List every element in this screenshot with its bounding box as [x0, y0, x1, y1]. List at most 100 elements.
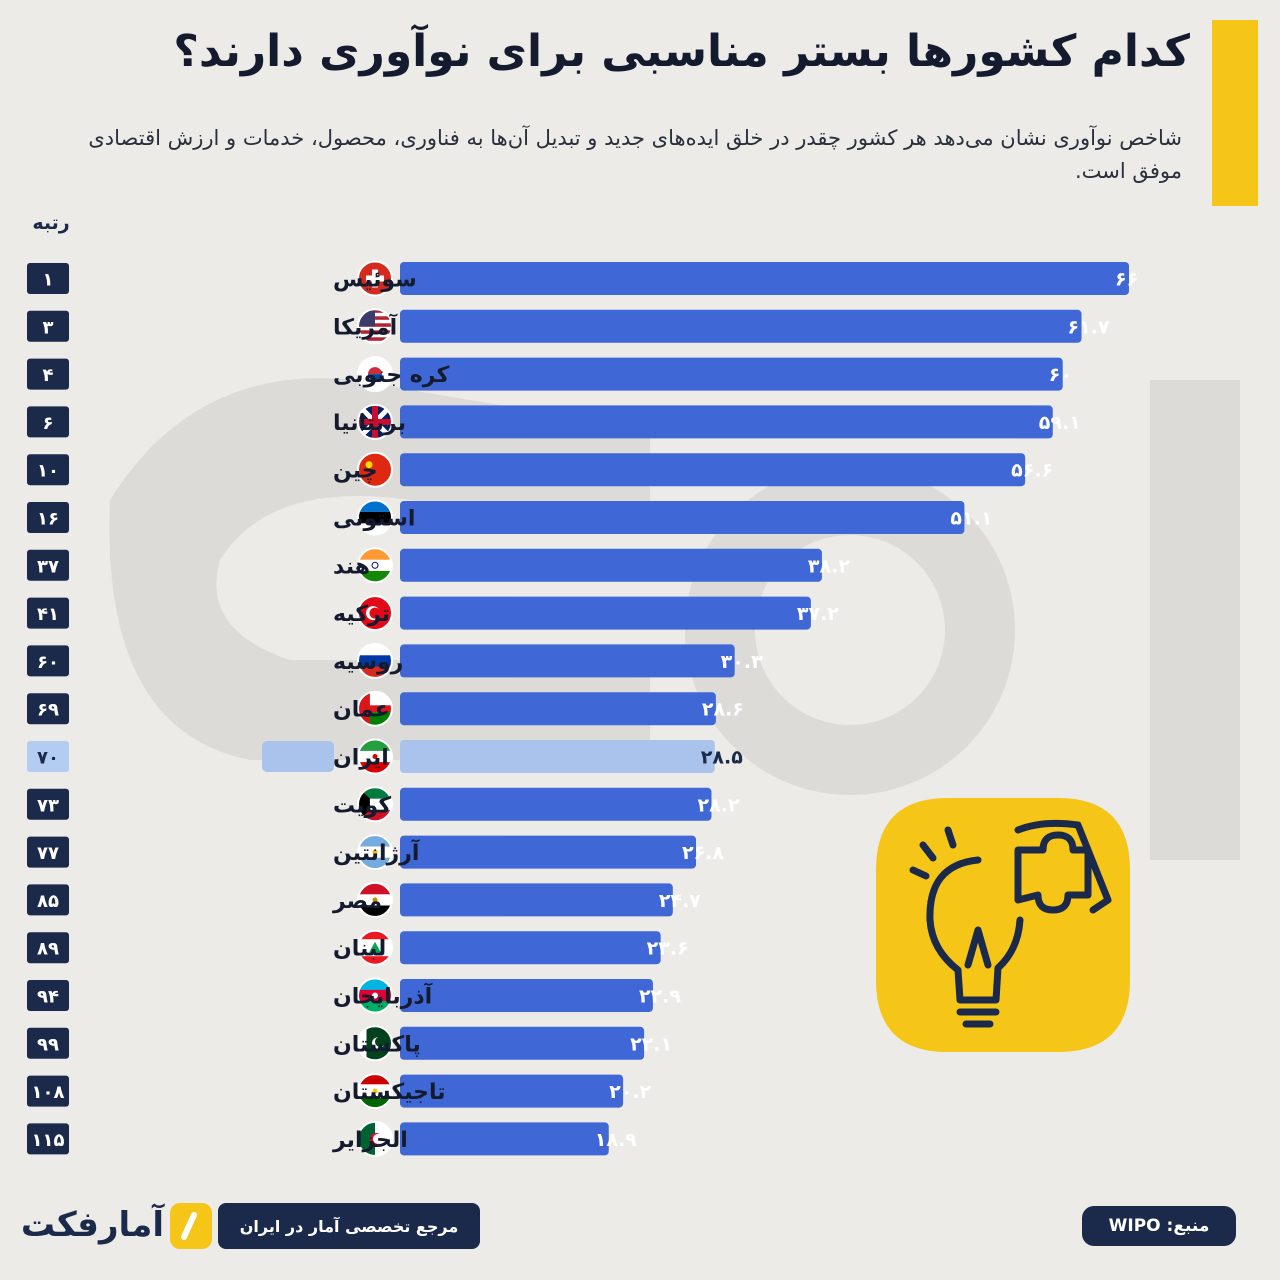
flag-south-korea-icon	[358, 357, 392, 392]
flag-india-icon	[358, 548, 392, 583]
puzzle-lightbulb-icon	[876, 798, 1130, 1052]
bar-3	[400, 405, 1053, 439]
bar-6	[400, 548, 822, 582]
bar-9	[400, 692, 716, 726]
bar-2	[400, 357, 1063, 391]
rank-label-2: ۴	[43, 365, 54, 386]
country-label-15: آذربایجان	[333, 982, 433, 1010]
rank-label-13: ۸۵	[37, 891, 59, 912]
bar-10	[400, 740, 715, 773]
rank-box-13	[27, 884, 69, 916]
value-label-18: ۱۸.۹	[595, 1129, 637, 1151]
bar-7	[400, 596, 811, 630]
flag-egypt-icon	[358, 882, 392, 917]
accent-bar	[1212, 20, 1258, 206]
country-label-13: مصر	[332, 889, 382, 914]
brand-name: آمارفکت	[20, 1205, 164, 1245]
country-label-2: کره جنوبی	[333, 363, 449, 388]
bar-15	[400, 979, 653, 1012]
value-label-7: ۳۷.۲	[797, 603, 839, 625]
rank-box-17	[27, 1075, 69, 1107]
page-subtitle: شاخص نوآوری نشان می‌دهد هر کشور چقدر در …	[88, 126, 1182, 183]
rank-label-16: ۹۹	[37, 1034, 59, 1055]
rank-column-header: رتبه	[32, 212, 70, 234]
country-label-6: هند	[333, 554, 370, 579]
country-label-17: تاجیکستان	[333, 1080, 446, 1105]
rank-label-1: ۳	[43, 317, 54, 338]
value-label-0: ۶۶	[1115, 269, 1138, 291]
flag-turkey-icon	[358, 596, 392, 631]
rank-label-3: ۶	[43, 413, 54, 434]
flag-china-icon	[358, 452, 392, 487]
rank-box-7	[27, 597, 69, 629]
source-badge: منبع: WIPO	[1082, 1206, 1236, 1246]
flag-russia-icon	[358, 643, 392, 678]
rank-label-10: ۷۰	[37, 748, 59, 769]
flag-azerbaijan-icon	[358, 978, 392, 1013]
rank-box-2	[27, 358, 69, 390]
country-label-11: کویت	[333, 793, 391, 818]
rank-label-12: ۷۷	[37, 843, 59, 864]
country-label-8: روسیه	[333, 650, 403, 675]
country-label-0: سوئیس	[333, 268, 417, 293]
bar-12	[400, 835, 697, 869]
bar-5	[400, 501, 965, 534]
value-label-4: ۵۶.۶	[1011, 460, 1053, 482]
rank-box-5	[27, 502, 69, 533]
flag-lebanon-icon	[358, 930, 392, 965]
value-label-9: ۲۸.۶	[702, 699, 744, 721]
flag-algeria-icon	[358, 1121, 392, 1156]
value-label-12: ۲۶.۸	[682, 842, 724, 864]
rank-label-9: ۶۹	[37, 700, 59, 721]
rank-box-10	[27, 741, 69, 772]
rank-box-11	[27, 788, 69, 820]
value-label-1: ۶۱.۷	[1068, 316, 1110, 338]
rank-label-15: ۹۴	[37, 987, 59, 1008]
flag-pakistan-icon	[358, 1026, 392, 1061]
rank-label-0: ۱	[43, 270, 54, 291]
rank-label-17: ۱۰۸	[32, 1082, 65, 1103]
value-label-13: ۲۴.۷	[659, 890, 701, 912]
rank-box-8	[27, 645, 69, 677]
value-label-14: ۲۳.۶	[647, 938, 689, 960]
innovation-bar-chart: ۶۶ سوئیس ۱ ۶۱.۷ آمریکا ۳ ۶۰ کره جنوبی ۴ ۵۹.۱ بریتا…	[27, 260, 1138, 1157]
bar-16	[400, 1026, 645, 1060]
rank-box-18	[27, 1123, 69, 1155]
flag-iran-icon	[358, 739, 392, 774]
rank-box-0	[27, 263, 69, 294]
country-label-1: آمریکا	[333, 312, 398, 340]
rank-box-9	[27, 693, 69, 725]
flag-usa-icon	[358, 309, 392, 344]
rank-box-14	[27, 932, 69, 964]
bar-1	[400, 309, 1082, 343]
country-label-5: استونی	[333, 507, 415, 532]
rank-box-12	[27, 836, 69, 868]
value-label-3: ۵۹.۱	[1039, 412, 1081, 434]
country-label-16: پاکستان	[333, 1032, 421, 1057]
value-label-2: ۶۰	[1049, 364, 1072, 386]
flag-estonia-icon	[358, 500, 392, 535]
bar-0	[400, 262, 1129, 295]
country-label-3: بریتانیا	[333, 411, 406, 436]
value-label-5: ۵۱.۱	[950, 508, 992, 530]
flag-argentina-icon	[358, 835, 392, 870]
rank-label-5: ۱۶	[37, 509, 59, 530]
rank-label-4: ۱۰	[37, 461, 59, 482]
value-label-11: ۲۸.۲	[697, 794, 739, 816]
reference-badge: مرجع تخصصی آمار در ایران	[218, 1203, 480, 1249]
flag-switzerland-icon	[358, 261, 392, 296]
page-title: کدام کشورها بستر مناسبی برای نوآوری دارن…	[173, 26, 1190, 77]
rank-label-8: ۶۰	[37, 652, 59, 673]
bar-17	[400, 1074, 624, 1108]
brand-logo-icon	[170, 1203, 212, 1249]
rank-box-3	[27, 406, 69, 438]
value-label-15: ۲۲.۹	[639, 986, 681, 1008]
country-label-18: الجزایر	[332, 1128, 408, 1153]
rank-label-11: ۷۳	[37, 795, 59, 816]
bar-14	[400, 931, 661, 965]
country-label-10: ایران	[333, 746, 389, 771]
country-label-14: لبنان	[333, 937, 386, 962]
rank-box-4	[27, 454, 69, 486]
rank-label-18: ۱۱۵	[32, 1130, 65, 1151]
rank-box-6	[27, 549, 69, 581]
